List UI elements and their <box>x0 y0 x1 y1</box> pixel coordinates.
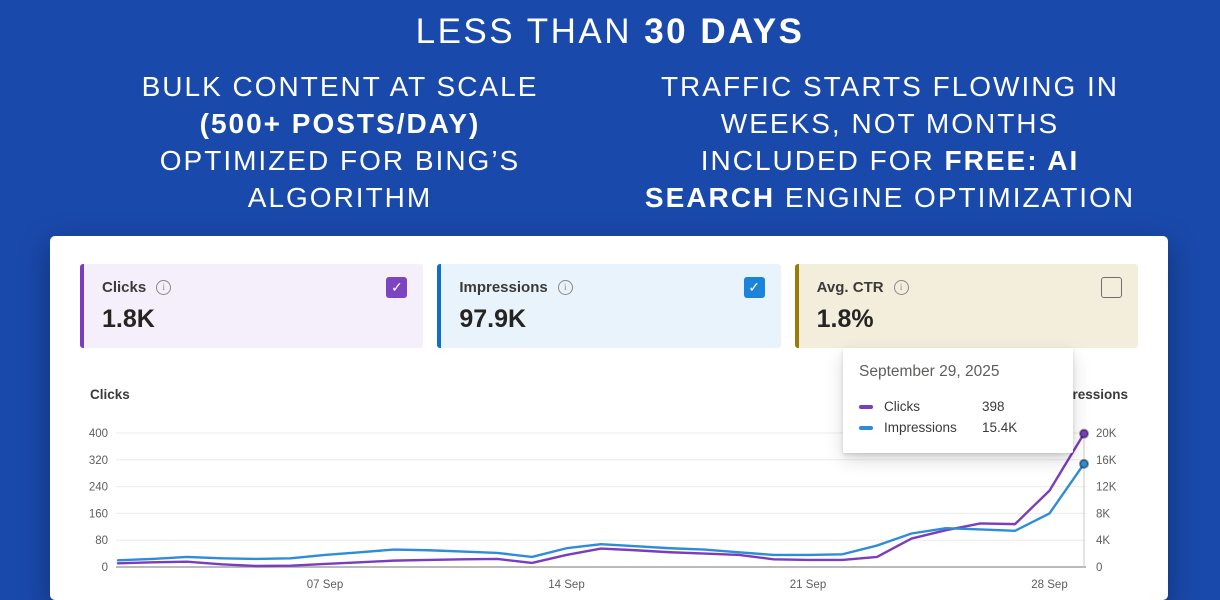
svg-text:16K: 16K <box>1096 455 1117 467</box>
metric-cards-row: Clicks i ✓ 1.8K Impressions i ✓ 97.9K Av… <box>80 264 1138 348</box>
metric-checkbox-checked[interactable]: ✓ <box>386 277 408 298</box>
promo-line: (500+ POSTS/DAY) <box>199 108 481 139</box>
svg-text:14 Sep: 14 Sep <box>548 579 584 591</box>
info-icon[interactable]: i <box>557 280 573 295</box>
tooltip-row: Impressions 15.4K <box>859 417 1057 438</box>
svg-text:160: 160 <box>89 508 108 520</box>
promo-line: TRAFFIC STARTS FLOWING IN <box>660 71 1120 102</box>
tooltip-series-label: Clicks <box>884 399 920 414</box>
left-axis-title: Clicks <box>90 387 130 402</box>
tooltip-series-value: 398 <box>982 399 1005 414</box>
traffic-line-chart[interactable]: 0 0 80 4K 160 8K 240 12K 320 16K 400 20K 07 Sep 14 Se… <box>50 236 1168 600</box>
chart-tooltip: September 29, 2025 Clicks 398 Impression… <box>843 348 1073 453</box>
info-icon[interactable]: i <box>156 280 172 295</box>
svg-text:12K: 12K <box>1096 482 1117 494</box>
metric-value: 1.8K <box>102 305 155 333</box>
metric-card-header: Impressions i ✓ <box>459 277 765 298</box>
tooltip-rows: Clicks 398 Impressions 15.4K <box>859 396 1057 438</box>
metric-card-header: Clicks i ✓ <box>102 277 408 298</box>
svg-text:20K: 20K <box>1096 428 1117 440</box>
tooltip-series-value: 15.4K <box>982 420 1018 435</box>
promo-line: ALGORITHM <box>247 182 433 213</box>
metric-card-avg-ctr[interactable]: Avg. CTR i 1.8% <box>794 264 1138 348</box>
metric-value: 1.8% <box>816 305 874 333</box>
metric-checkbox[interactable] <box>1100 277 1122 298</box>
svg-text:28 Sep: 28 Sep <box>1031 579 1067 591</box>
metric-card-impressions[interactable]: Impressions i ✓ 97.9K <box>437 264 781 348</box>
promo-column-left: BULK CONTENT AT SCALE (500+ POSTS/DAY) OPT… <box>60 68 620 216</box>
metric-label: Impressions <box>459 279 548 296</box>
svg-text:240: 240 <box>89 482 108 494</box>
series-swatch-icon <box>859 404 873 409</box>
clicks-highlight-dot[interactable] <box>1079 428 1089 439</box>
svg-text:320: 320 <box>89 455 108 467</box>
impressions-line <box>116 462 1086 562</box>
svg-text:0: 0 <box>102 562 108 574</box>
tooltip-row: Clicks 398 <box>859 396 1057 417</box>
metric-label: Clicks <box>102 279 147 296</box>
svg-text:4K: 4K <box>1096 535 1110 547</box>
promo-line: BULK CONTENT AT SCALE <box>141 71 539 102</box>
svg-text:8K: 8K <box>1096 508 1110 520</box>
impressions-highlight-dot[interactable] <box>1079 458 1089 469</box>
promo-line: SEARCH ENGINE OPTIMIZATION <box>644 182 1136 213</box>
svg-text:07 Sep: 07 Sep <box>307 579 343 591</box>
tooltip-series-label: Impressions <box>884 420 957 435</box>
svg-text:21 Sep: 21 Sep <box>790 579 826 591</box>
analytics-dashboard-panel: Clicks i ✓ 1.8K Impressions i ✓ 97.9K Av… <box>50 236 1168 600</box>
info-icon[interactable]: i <box>893 280 909 295</box>
tooltip-date: September 29, 2025 <box>859 363 1000 380</box>
metric-label: Avg. CTR <box>816 279 884 296</box>
svg-text:0: 0 <box>1096 562 1102 574</box>
metric-card-clicks[interactable]: Clicks i ✓ 1.8K <box>80 264 424 348</box>
metric-card-header: Avg. CTR i <box>817 277 1122 298</box>
promo-line: INCLUDED FOR FREE: AI <box>700 145 1080 176</box>
headline: GUARANTEED RANKINGS IN LESS THAN 30 DAYS <box>0 0 1220 54</box>
metric-checkbox-checked[interactable]: ✓ <box>743 277 765 298</box>
svg-text:400: 400 <box>89 428 108 440</box>
headline-line-1: GUARANTEED RANKINGS IN <box>0 0 1220 9</box>
promo-line: OPTIMIZED FOR BING’S <box>159 145 521 176</box>
promo-line: WEEKS, NOT MONTHS <box>720 108 1060 139</box>
svg-text:80: 80 <box>95 535 108 547</box>
promo-column-right: TRAFFIC STARTS FLOWING IN WEEKS, NOT MONT… <box>610 68 1170 216</box>
clicks-line <box>116 432 1086 568</box>
metric-value: 97.9K <box>459 305 527 333</box>
headline-line-2: LESS THAN 30 DAYS <box>415 12 805 51</box>
series-swatch-icon <box>859 425 873 430</box>
